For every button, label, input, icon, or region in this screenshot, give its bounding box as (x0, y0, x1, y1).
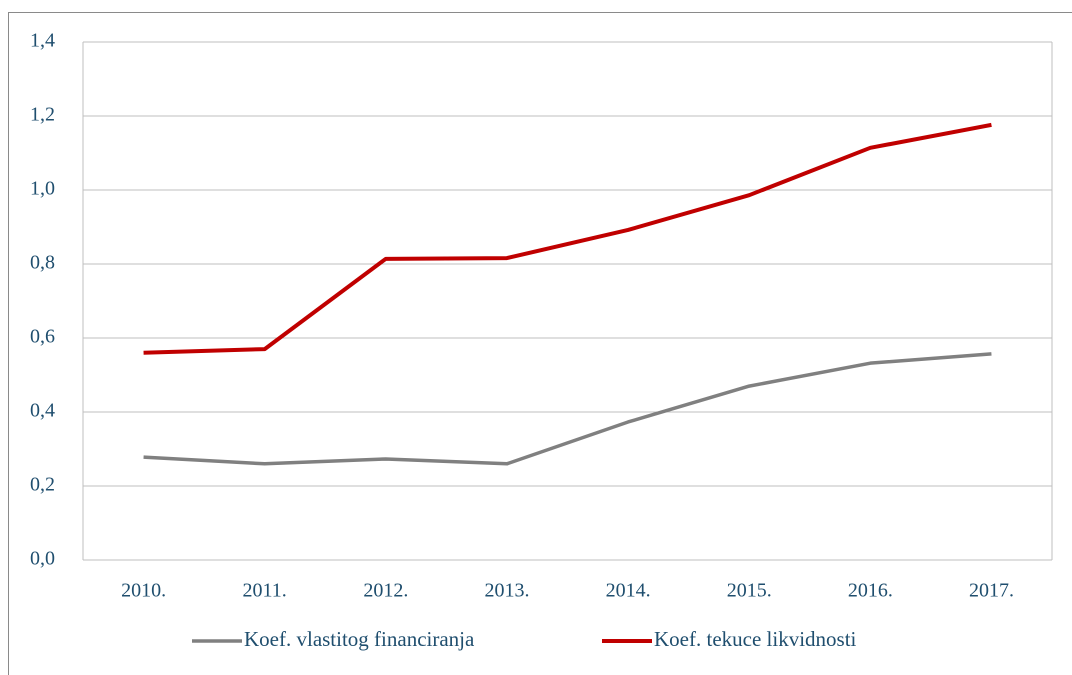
y-tick-label: 1,2 (30, 104, 55, 126)
chart-border (8, 12, 1072, 675)
y-tick-label: 1,0 (30, 178, 55, 200)
legend: Koef. vlastitog financiranja Koef. tekuce… (192, 627, 857, 651)
x-tick-label: 2015. (727, 580, 772, 602)
legend-label: Koef. tekuce likvidnosti (654, 627, 857, 651)
x-tick-label: 2010. (121, 580, 166, 602)
legend-label: Koef. vlastitog financiranja (244, 627, 475, 651)
y-tick-label: 0,4 (30, 400, 55, 422)
x-tick-label: 2011. (243, 580, 287, 602)
x-tick-label: 2013. (484, 580, 529, 602)
y-tick-label: 0,0 (30, 548, 55, 570)
y-tick-label: 0,6 (30, 326, 55, 348)
x-tick-label: 2017. (969, 580, 1014, 602)
y-tick-label: 0,8 (30, 252, 55, 274)
series-line (143, 352, 992, 466)
series-line (143, 122, 992, 355)
x-tick-label: 2014. (606, 580, 651, 602)
y-tick-label: 1,4 (30, 30, 55, 52)
x-tick-label: 2012. (363, 580, 408, 602)
y-tick-label: 0,2 (30, 474, 55, 496)
x-tick-label: 2016. (848, 580, 893, 602)
